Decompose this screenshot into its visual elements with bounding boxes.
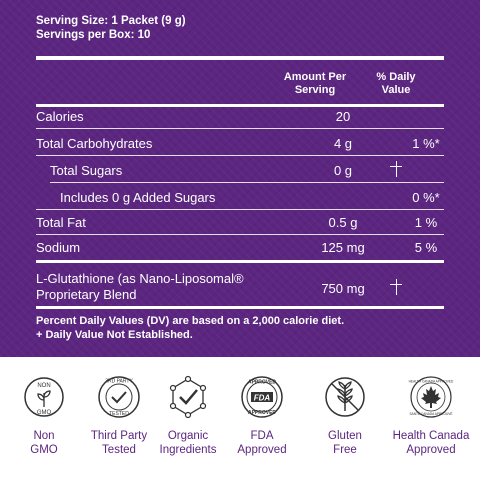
row-label: Calories <box>36 109 84 124</box>
svg-text:APPROVED: APPROVED <box>248 380 276 386</box>
badge-health-canada: HEALTH CANADA APPROVED SANTÉ CANADA APPR… <box>386 373 476 457</box>
svg-text:HEALTH CANADA APPROVED: HEALTH CANADA APPROVED <box>409 380 454 384</box>
nutrition-facts-panel: Serving Size: 1 Packet (9 g) Servings pe… <box>0 0 480 357</box>
fda-approved-icon: APPROVED FDA APPROVED <box>241 376 283 418</box>
svg-text:SANTÉ CANADA APPROUVÉ: SANTÉ CANADA APPROUVÉ <box>409 411 452 416</box>
svg-text:APPROVED: APPROVED <box>248 410 276 416</box>
health-canada-icon: HEALTH CANADA APPROVED SANTÉ CANADA APPR… <box>409 376 454 418</box>
header-rule <box>36 104 444 107</box>
amount-per-serving-header: Amount Per Serving <box>283 71 347 96</box>
row-divider <box>36 155 444 156</box>
footnote: Percent Daily Values (DV) are based on a… <box>36 315 345 341</box>
row-label: Total Sugars <box>50 163 123 178</box>
badge-caption: Health Canada Approved <box>392 430 470 456</box>
badge-caption: FDA Approved <box>237 430 287 456</box>
certification-badges: NON GMO Non GMO 3RD PARTY TESTED Third P… <box>0 357 480 480</box>
svg-text:GMO: GMO <box>37 410 52 416</box>
row-label: Total Fat <box>36 215 86 230</box>
badge-caption: Gluten Free <box>328 430 362 456</box>
row-amount: 0 g <box>333 163 353 178</box>
badge-caption: Third Party Tested <box>90 430 148 456</box>
gluten-free-icon <box>325 377 365 417</box>
third-party-tested-icon: 3RD PARTY TESTED <box>98 376 140 418</box>
svg-text:NON: NON <box>37 383 50 389</box>
row-daily-value: 0 %* <box>412 190 440 205</box>
serving-size: Serving Size: 1 Packet (9 g) <box>36 15 186 27</box>
row-amount: 4 g <box>333 136 353 151</box>
row-divider <box>36 128 444 129</box>
row-amount: 125 mg <box>321 240 365 255</box>
row-amount: 750 mg <box>321 281 365 296</box>
badge-caption: Organic Ingredients <box>159 430 217 456</box>
row-divider <box>50 182 444 183</box>
dagger-icon <box>390 161 402 177</box>
row-label: Sodium <box>36 240 81 255</box>
svg-text:3RD PARTY: 3RD PARTY <box>105 379 133 385</box>
badge-third-party-tested: 3RD PARTY TESTED Third Party Tested <box>79 373 159 457</box>
daily-value-header: % Daily Value <box>376 71 416 96</box>
dagger-icon <box>390 279 402 295</box>
serving-info: Serving Size: 1 Packet (9 g) Servings pe… <box>36 14 186 42</box>
row-label: Total Carbohydrates <box>36 136 153 151</box>
svg-text:FDA: FDA <box>254 394 271 403</box>
row-amount: 0.5 g <box>328 215 358 230</box>
row-daily-value: 5 % <box>414 240 438 255</box>
badge-organic-ingredients: Organic Ingredients <box>148 373 228 457</box>
section-rule <box>36 260 444 263</box>
row-label: Includes 0 g Added Sugars <box>60 190 216 205</box>
row-daily-value: 1 %* <box>412 136 440 151</box>
row-divider <box>36 234 444 235</box>
row-daily-value: 1 % <box>414 215 438 230</box>
row-label: L-Glutathione (as Nano-Liposomal® Propri… <box>36 271 244 302</box>
badge-non-gmo: NON GMO Non GMO <box>4 373 84 457</box>
badge-caption: Non GMO <box>30 430 58 456</box>
badge-fda-approved: APPROVED FDA APPROVED FDA Approved <box>222 373 302 457</box>
servings-per-box: Servings per Box: 10 <box>36 29 151 41</box>
non-gmo-icon: NON GMO <box>24 377 64 417</box>
thick-rule <box>36 56 444 60</box>
badge-gluten-free: Gluten Free <box>305 373 385 457</box>
organic-ingredients-icon <box>169 375 207 419</box>
svg-text:TESTED: TESTED <box>109 411 129 417</box>
bottom-rule <box>36 306 444 309</box>
row-divider <box>36 209 444 210</box>
row-amount: 20 <box>335 109 351 124</box>
